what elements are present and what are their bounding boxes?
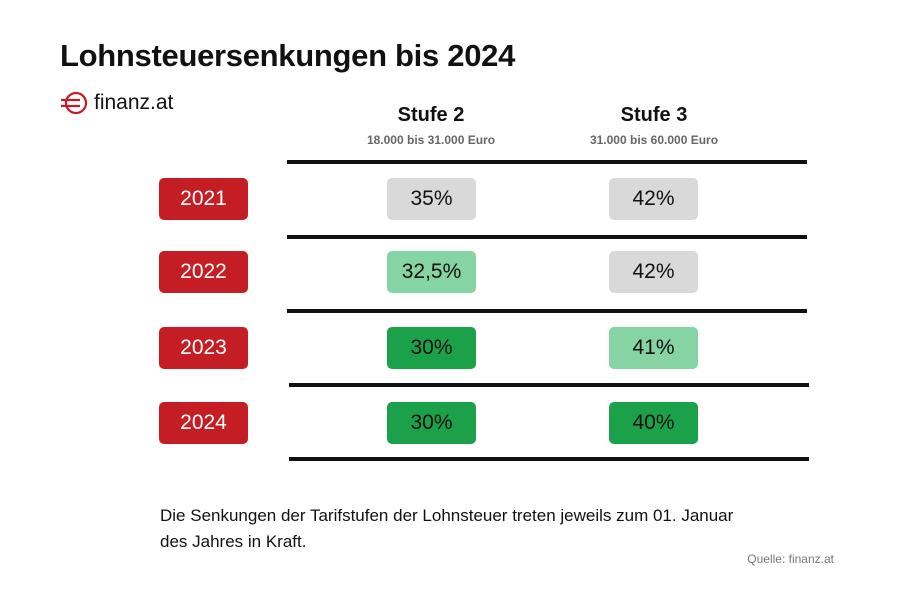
page-title: Lohnsteuersenkungen bis 2024	[60, 38, 516, 73]
row-divider	[287, 160, 807, 164]
column-range: 18.000 bis 31.000 Euro	[366, 133, 496, 147]
column-title: Stufe 3	[620, 104, 688, 126]
row-divider	[289, 383, 809, 387]
column-header-stufe-3: Stufe 3 31.000 bis 60.000 Euro	[534, 104, 774, 147]
row-divider	[287, 235, 807, 239]
rate-cell: 30%	[387, 402, 476, 444]
euro-logo-icon	[61, 91, 88, 115]
column-range: 31.000 bis 60.000 Euro	[589, 133, 719, 147]
source-label: Quelle: finanz.at	[747, 552, 834, 566]
row-divider	[287, 309, 807, 313]
column-title: Stufe 2	[397, 104, 465, 126]
rate-cell: 35%	[387, 178, 476, 220]
rate-cell: 41%	[609, 327, 698, 369]
column-header-stufe-2: Stufe 2 18.000 bis 31.000 Euro	[311, 104, 551, 147]
logo-text: finanz.at	[94, 91, 174, 114]
year-badge: 2021	[159, 178, 248, 220]
rate-cell: 30%	[387, 327, 476, 369]
logo: finanz.at	[60, 90, 173, 116]
year-badge: 2024	[159, 402, 248, 444]
rate-cell: 32,5%	[387, 251, 476, 293]
footnote: Die Senkungen der Tarifstufen der Lohnst…	[160, 506, 734, 551]
year-badge: 2023	[159, 327, 248, 369]
year-badge: 2022	[159, 251, 248, 293]
rate-cell: 40%	[609, 402, 698, 444]
rate-cell: 42%	[609, 251, 698, 293]
rate-cell: 42%	[609, 178, 698, 220]
row-divider	[289, 457, 809, 461]
